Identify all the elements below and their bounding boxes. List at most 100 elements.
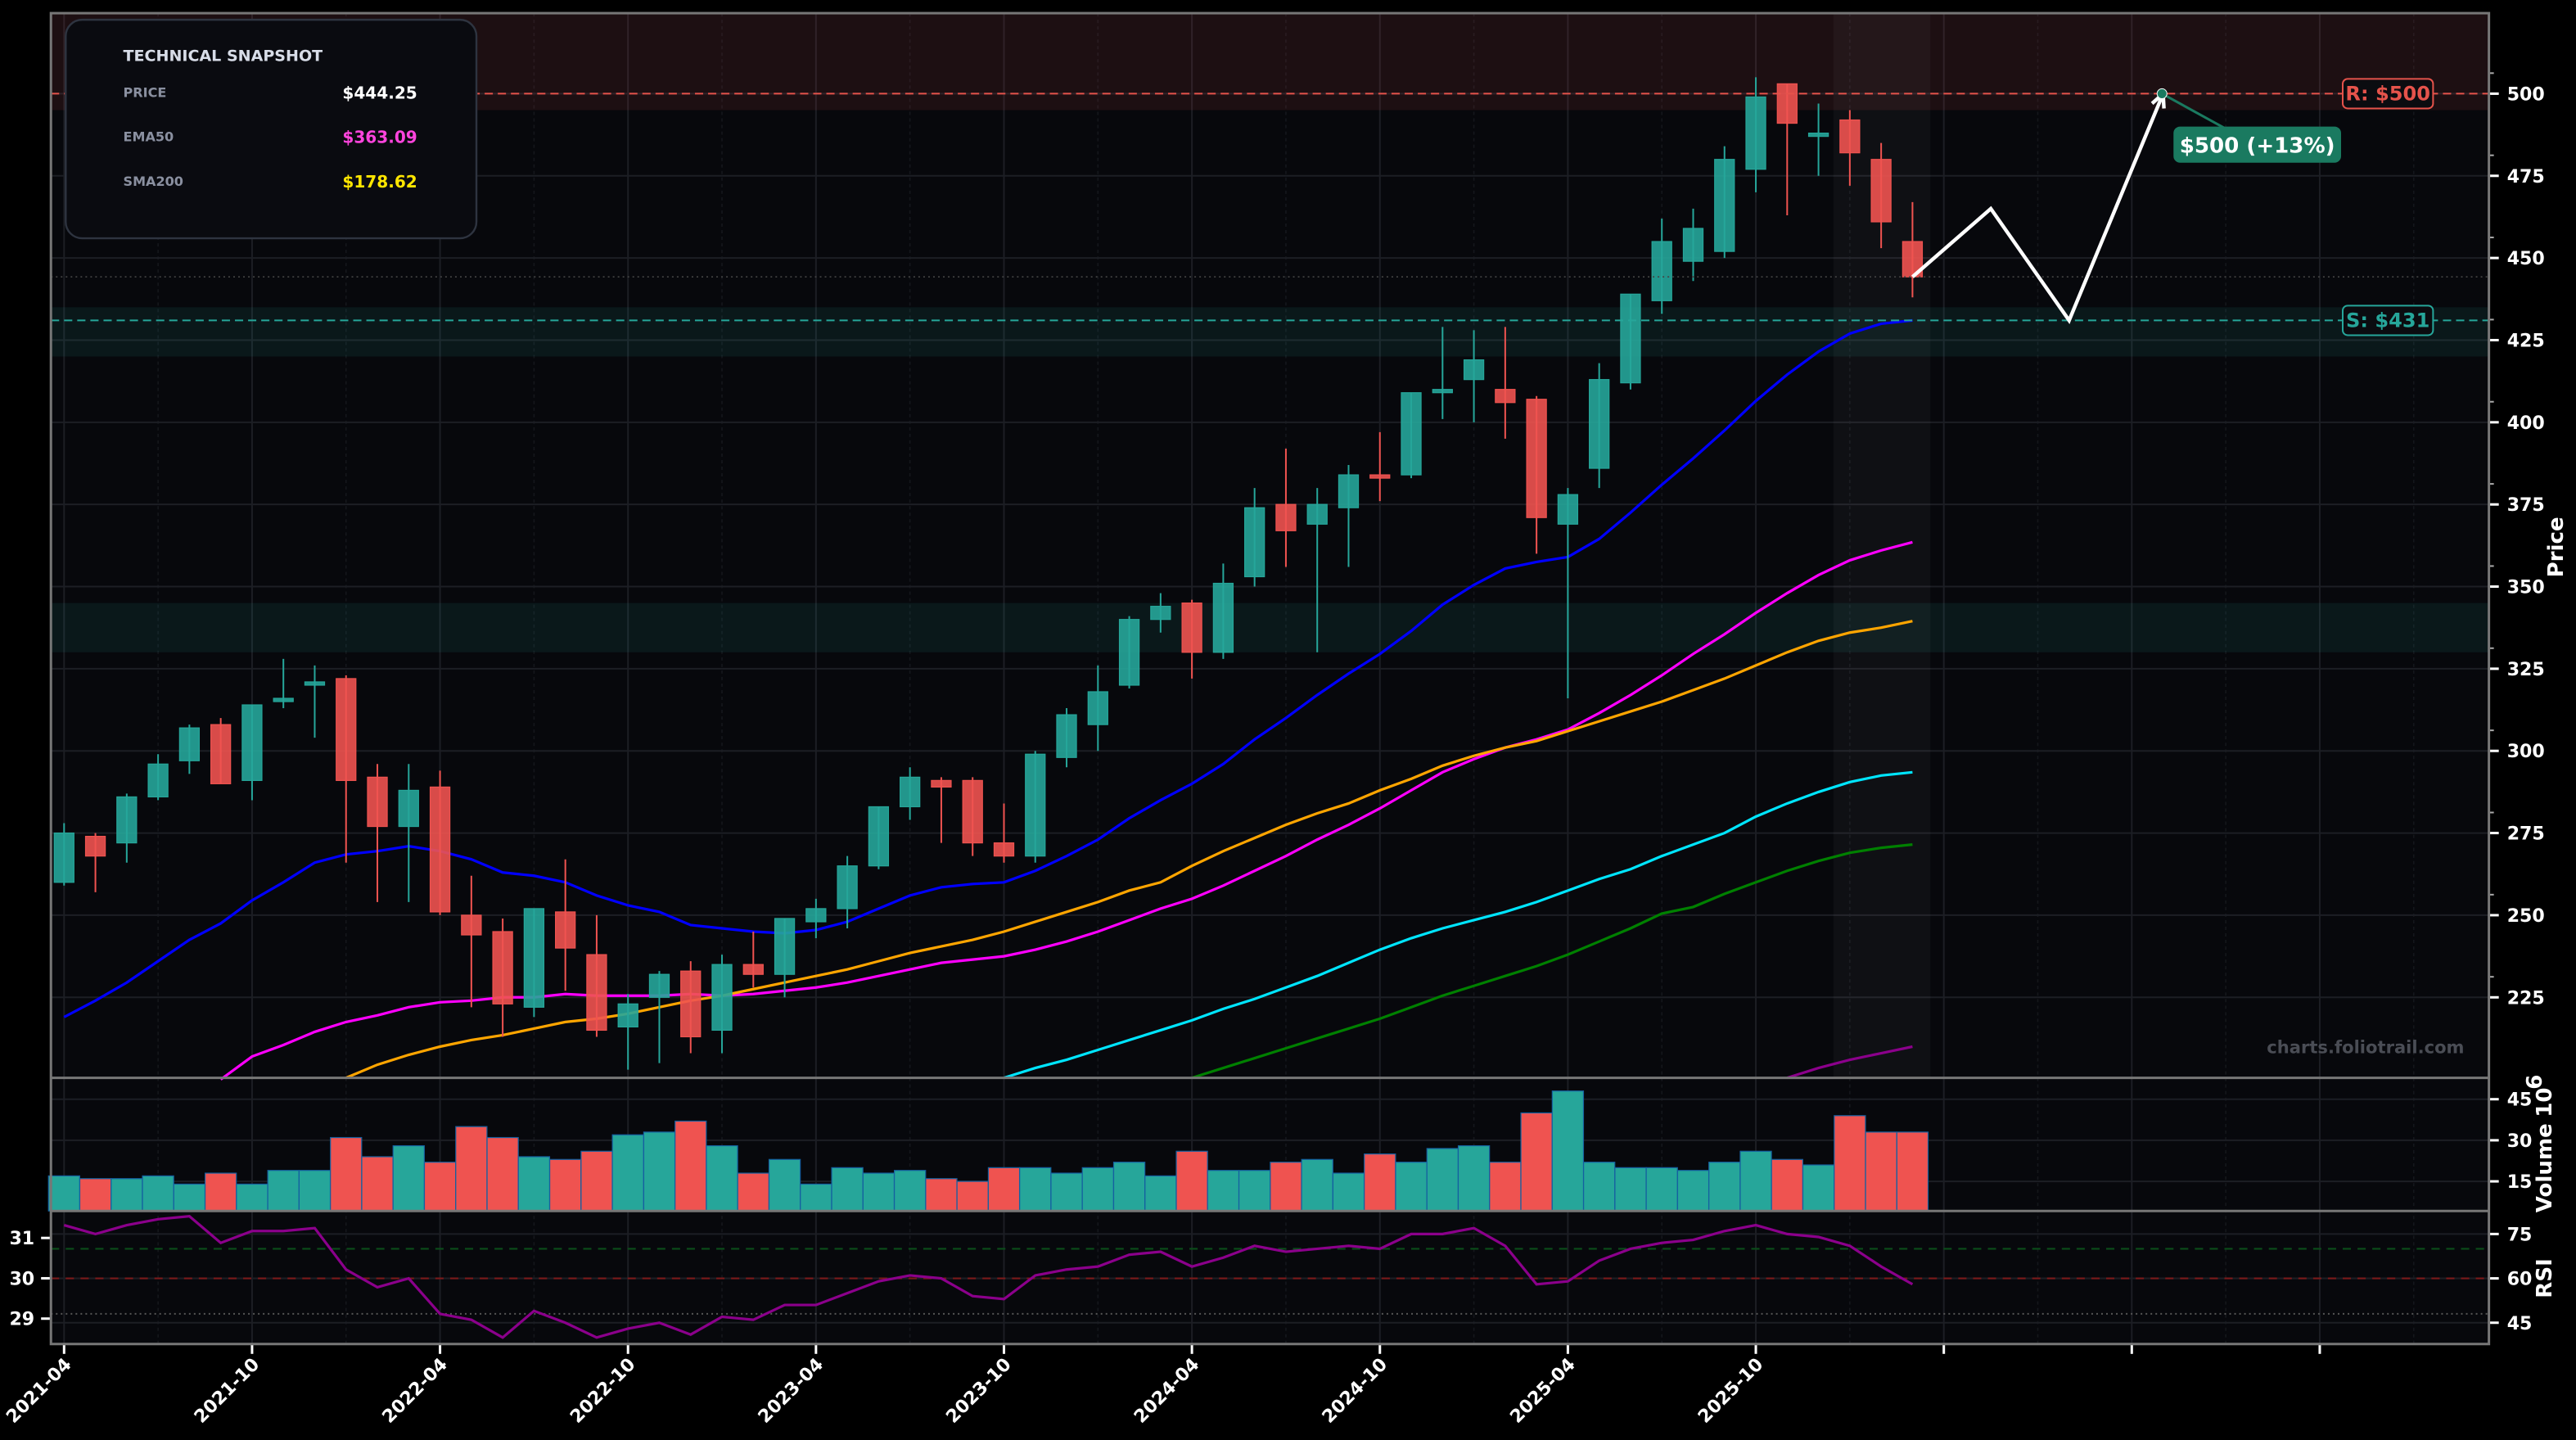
rsi-left-tick-label: 31 <box>9 1229 34 1249</box>
resistance-label: R: $500 <box>2342 78 2434 110</box>
candle-body <box>398 789 419 828</box>
candle <box>116 793 138 863</box>
volume-bar <box>79 1178 112 1212</box>
candle-body <box>492 931 513 1004</box>
candle-body <box>900 776 921 808</box>
candle <box>1181 599 1202 679</box>
candle-body <box>1056 714 1077 758</box>
price-axis-label: Price <box>2544 517 2569 577</box>
candle <box>147 754 169 801</box>
candle <box>398 764 419 902</box>
volume-tick-label: 30 <box>2507 1131 2533 1152</box>
candle-body <box>1776 83 1798 124</box>
candle-body <box>1401 392 1422 476</box>
volume-bar <box>1207 1170 1240 1212</box>
price-zone <box>51 307 2489 357</box>
watermark: charts.foliotrail.com <box>2267 1037 2464 1058</box>
candle <box>84 833 106 892</box>
candle <box>1432 327 1453 419</box>
volume-bar <box>204 1172 237 1212</box>
candle <box>53 823 74 886</box>
price-tick-label: 225 <box>2507 988 2545 1009</box>
candle-body <box>1275 503 1297 531</box>
candle-body <box>1807 132 1829 138</box>
volume-bar <box>1834 1115 1866 1212</box>
candle <box>1338 465 1360 567</box>
snapshot-title: TECHNICAL SNAPSHOT <box>124 47 323 65</box>
candle <box>461 875 482 1008</box>
snapshot-value-ema50: $363.09 <box>342 128 417 147</box>
candle <box>1401 392 1422 479</box>
candle-body <box>805 908 827 923</box>
candle <box>367 764 388 902</box>
candle <box>1870 142 1892 249</box>
volume-bar <box>1364 1153 1396 1212</box>
candle <box>1526 395 1547 554</box>
candle-body <box>1682 228 1704 262</box>
support-label-text: S: $431 <box>2346 309 2429 332</box>
volume-exponent-power: 6 <box>2523 1075 2547 1090</box>
candle <box>1463 330 1485 422</box>
price-tick-label: 400 <box>2507 413 2545 434</box>
candle-body <box>837 865 858 910</box>
volume-bar <box>267 1170 300 1212</box>
rsi-tick-label: 75 <box>2507 1225 2533 1245</box>
volume-bar <box>987 1167 1021 1212</box>
price-tick-label: 375 <box>2507 495 2545 516</box>
rsi-tick-label: 60 <box>2507 1270 2533 1290</box>
candle <box>304 665 326 738</box>
candle <box>429 770 451 915</box>
candle-body <box>210 724 232 784</box>
candle <box>336 675 357 863</box>
candle <box>1025 751 1046 863</box>
candle-body <box>617 1003 638 1028</box>
volume-bar <box>862 1172 896 1212</box>
candle-body <box>1369 474 1391 479</box>
snapshot-value-price: $444.25 <box>342 83 417 102</box>
candle-body <box>1839 119 1861 154</box>
candle-body <box>993 842 1015 857</box>
candle <box>1087 665 1108 752</box>
candle-body <box>1150 606 1171 621</box>
chart-frame <box>49 11 2491 1346</box>
candle-body <box>1118 619 1140 686</box>
candles <box>53 77 1924 1070</box>
candle-body <box>1025 753 1046 857</box>
volume-bar <box>706 1144 738 1212</box>
candle <box>241 704 263 801</box>
candle <box>1557 488 1579 699</box>
rsi-axis-label: RSI <box>2533 1258 2557 1298</box>
rsi-panel <box>51 1211 2489 1344</box>
volume-bar <box>643 1131 676 1212</box>
forecast-path <box>1911 93 2165 324</box>
price-tick-label: 475 <box>2507 167 2545 187</box>
moving-average-line <box>345 620 1913 1080</box>
volume-bar <box>1520 1112 1553 1212</box>
volume-bar <box>1708 1162 1741 1212</box>
volume-bar <box>142 1175 174 1212</box>
candle <box>1682 208 1704 282</box>
snapshot-label-ema50: EMA50 <box>124 129 174 145</box>
candle-body <box>1181 602 1202 653</box>
volume-bar <box>1332 1172 1365 1212</box>
candle-body <box>586 954 607 1031</box>
candle <box>1776 83 1798 215</box>
candle <box>1714 146 1735 259</box>
candle <box>993 803 1015 863</box>
volume-bar <box>455 1126 488 1212</box>
volume-bar <box>1050 1172 1083 1212</box>
candle <box>1495 327 1516 439</box>
volume-bar <box>392 1144 425 1212</box>
candle <box>774 918 796 998</box>
candle-body <box>1463 359 1485 381</box>
snapshot-label-sma200: SMA200 <box>124 174 183 189</box>
volume-bar <box>925 1178 958 1212</box>
candle-body <box>1526 399 1547 518</box>
volume-bar <box>1645 1167 1678 1212</box>
price-tick-label: 250 <box>2507 906 2545 927</box>
volume-axis-title: Volume <box>2533 1123 2557 1212</box>
volume-bar <box>1583 1162 1616 1212</box>
candle-body <box>1870 159 1892 223</box>
candle-body <box>1087 691 1108 725</box>
